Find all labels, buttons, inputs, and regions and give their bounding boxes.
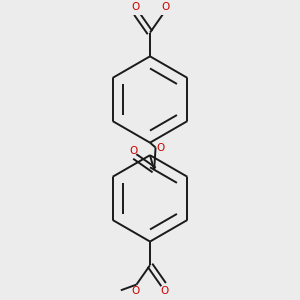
Text: O: O <box>131 286 139 296</box>
Text: O: O <box>161 286 169 296</box>
Text: O: O <box>131 2 139 12</box>
Text: O: O <box>162 2 170 12</box>
Text: O: O <box>157 142 165 152</box>
Text: O: O <box>129 146 137 156</box>
